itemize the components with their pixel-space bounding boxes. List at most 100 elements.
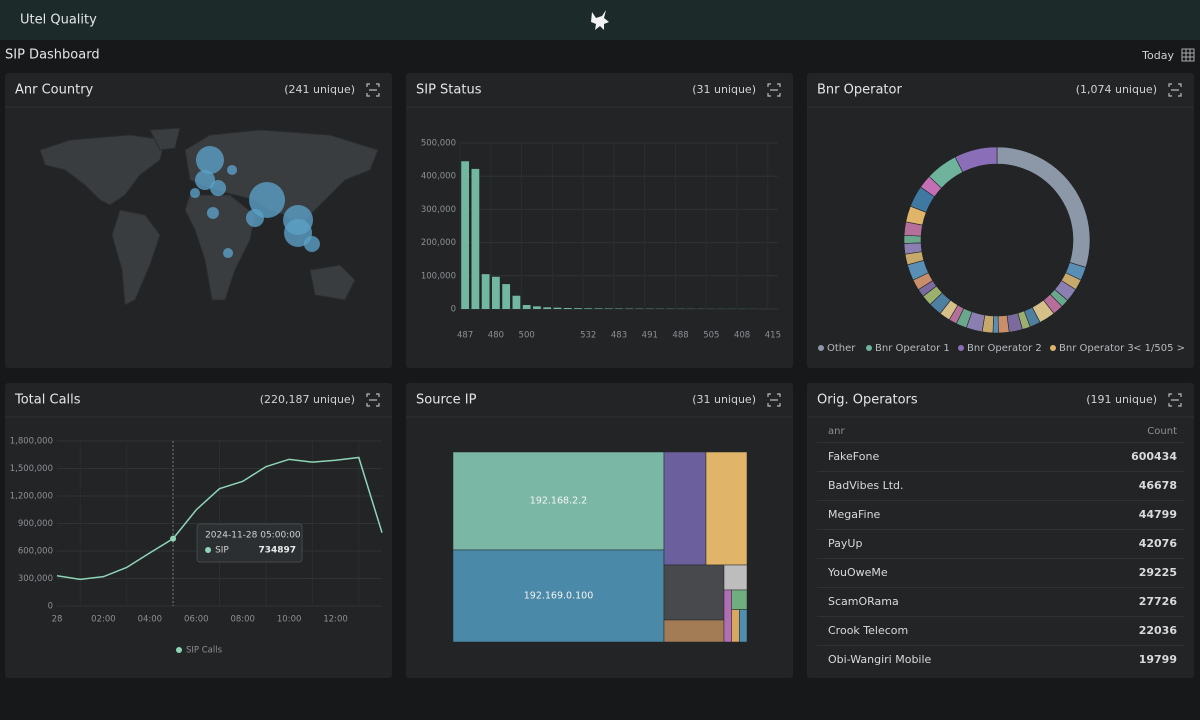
table-cell: BadVibes Ltd. <box>828 479 904 492</box>
panel-subtitle: (31 unique) <box>692 393 756 406</box>
app-title: Utel Quality <box>20 13 97 28</box>
tooltip-label: SIP <box>215 546 229 556</box>
legend-pager[interactable]: < 1/505 > <box>1133 343 1185 354</box>
bubble <box>223 248 234 259</box>
tooltip <box>196 523 303 563</box>
calendar-icon[interactable] <box>1181 48 1195 62</box>
land <box>39 134 166 206</box>
dashboard-title: SIP Dashboard <box>5 48 100 63</box>
panel-title: Total Calls <box>14 393 81 408</box>
legend-swatch <box>958 345 964 351</box>
x-tick-label: 28 <box>52 615 63 625</box>
x-tick-label: 06:00 <box>184 615 209 625</box>
tooltip-swatch <box>205 547 212 553</box>
legend-label[interactable]: SIP Calls <box>186 646 223 656</box>
legend-label[interactable]: Bnr Operator 1 <box>875 343 950 354</box>
table-cell: PayUp <box>828 537 862 550</box>
y-tick-label: 300,000 <box>18 574 53 584</box>
land <box>149 127 181 151</box>
land <box>111 209 161 306</box>
logo[interactable] <box>591 10 609 30</box>
calendar-grid <box>1182 49 1194 61</box>
y-tick-label: 0 <box>48 602 53 612</box>
panel-subtitle: (31 unique) <box>692 83 756 96</box>
bar <box>502 284 511 309</box>
expand-icon[interactable] <box>1168 393 1182 407</box>
hover-point <box>170 535 177 542</box>
x-tick-label: 10:00 <box>277 615 302 625</box>
tooltip-title: 2024-11-28 05:00:00 <box>205 531 301 541</box>
treemap-cell <box>452 451 665 551</box>
treemap-cell <box>731 609 740 643</box>
donut-slice <box>954 146 998 173</box>
treemap-cell <box>731 589 748 610</box>
bubble <box>206 206 219 219</box>
treemap-cell <box>663 619 725 643</box>
legend-swatch <box>866 345 872 351</box>
legend-swatch <box>1050 345 1056 351</box>
bar <box>594 308 603 309</box>
x-tick-label: 500 <box>519 331 535 341</box>
bar <box>543 307 552 309</box>
table-cell: 46678 <box>1139 479 1177 492</box>
y-tick-label: 600,000 <box>18 547 53 557</box>
treemap-cell <box>723 564 748 591</box>
treemap-label: 192.169.0.100 <box>524 591 594 602</box>
y-tick-label: 300,000 <box>421 205 456 215</box>
bar <box>574 308 582 309</box>
bar <box>563 308 572 309</box>
bubble <box>210 180 227 197</box>
y-tick-label: 500,000 <box>421 139 456 149</box>
treemap-cell <box>723 589 732 643</box>
table-cell: Crook Telecom <box>828 624 908 637</box>
panel-title: Source IP <box>416 393 477 408</box>
expand-icon[interactable] <box>366 83 380 97</box>
bar <box>553 307 562 309</box>
expand-icon[interactable] <box>767 83 781 97</box>
y-tick-label: 200,000 <box>421 238 456 248</box>
panel <box>807 383 1194 678</box>
treemap-cell <box>739 609 748 643</box>
y-tick-label: 1,500,000 <box>10 464 53 474</box>
time-range[interactable]: Today <box>1141 49 1174 62</box>
panel-subtitle: (241 unique) <box>284 83 355 96</box>
expand-icon[interactable] <box>767 393 781 407</box>
y-tick-label: 400,000 <box>421 172 456 182</box>
table-cell: 42076 <box>1139 537 1178 550</box>
expand-icon[interactable] <box>366 393 380 407</box>
legend-label[interactable]: Bnr Operator 3 <box>1059 343 1134 354</box>
legend-label[interactable]: Bnr Operator 2 <box>967 343 1042 354</box>
panel-title: Anr Country <box>15 83 94 98</box>
table-cell: YouOweMe <box>827 566 888 579</box>
x-tick-label: 491 <box>642 331 658 341</box>
bubble <box>195 170 215 191</box>
treemap-cell <box>663 451 707 566</box>
table-cell: 19799 <box>1139 653 1177 666</box>
donut-slice <box>903 234 922 244</box>
table-cell: Obi-Wangiri Mobile <box>828 653 932 666</box>
y-tick-label: 900,000 <box>18 519 53 529</box>
calendar-frame <box>1181 48 1195 62</box>
panel <box>807 73 1194 368</box>
legend-label[interactable]: Other <box>827 343 856 354</box>
treemap-cell <box>452 549 665 643</box>
table-cell: 44799 <box>1139 508 1177 521</box>
x-tick-label: 12:00 <box>323 615 348 625</box>
expand-icon[interactable] <box>1168 83 1182 97</box>
bar <box>584 308 593 309</box>
y-tick-label: 100,000 <box>421 271 456 281</box>
bar <box>471 168 480 309</box>
y-tick-label: 1,200,000 <box>10 492 53 502</box>
x-tick-label: 415 <box>765 331 781 341</box>
y-tick-label: 0 <box>451 305 456 315</box>
y-tick-label: 1,800,000 <box>10 437 53 447</box>
x-tick-label: 480 <box>488 331 504 341</box>
bubble <box>189 188 200 199</box>
x-tick-label: 505 <box>703 331 719 341</box>
table-cell: 27726 <box>1139 595 1178 608</box>
table-cell: FakeFone <box>828 450 879 463</box>
bar <box>522 305 531 309</box>
bar <box>512 295 521 309</box>
bubble <box>195 146 224 175</box>
